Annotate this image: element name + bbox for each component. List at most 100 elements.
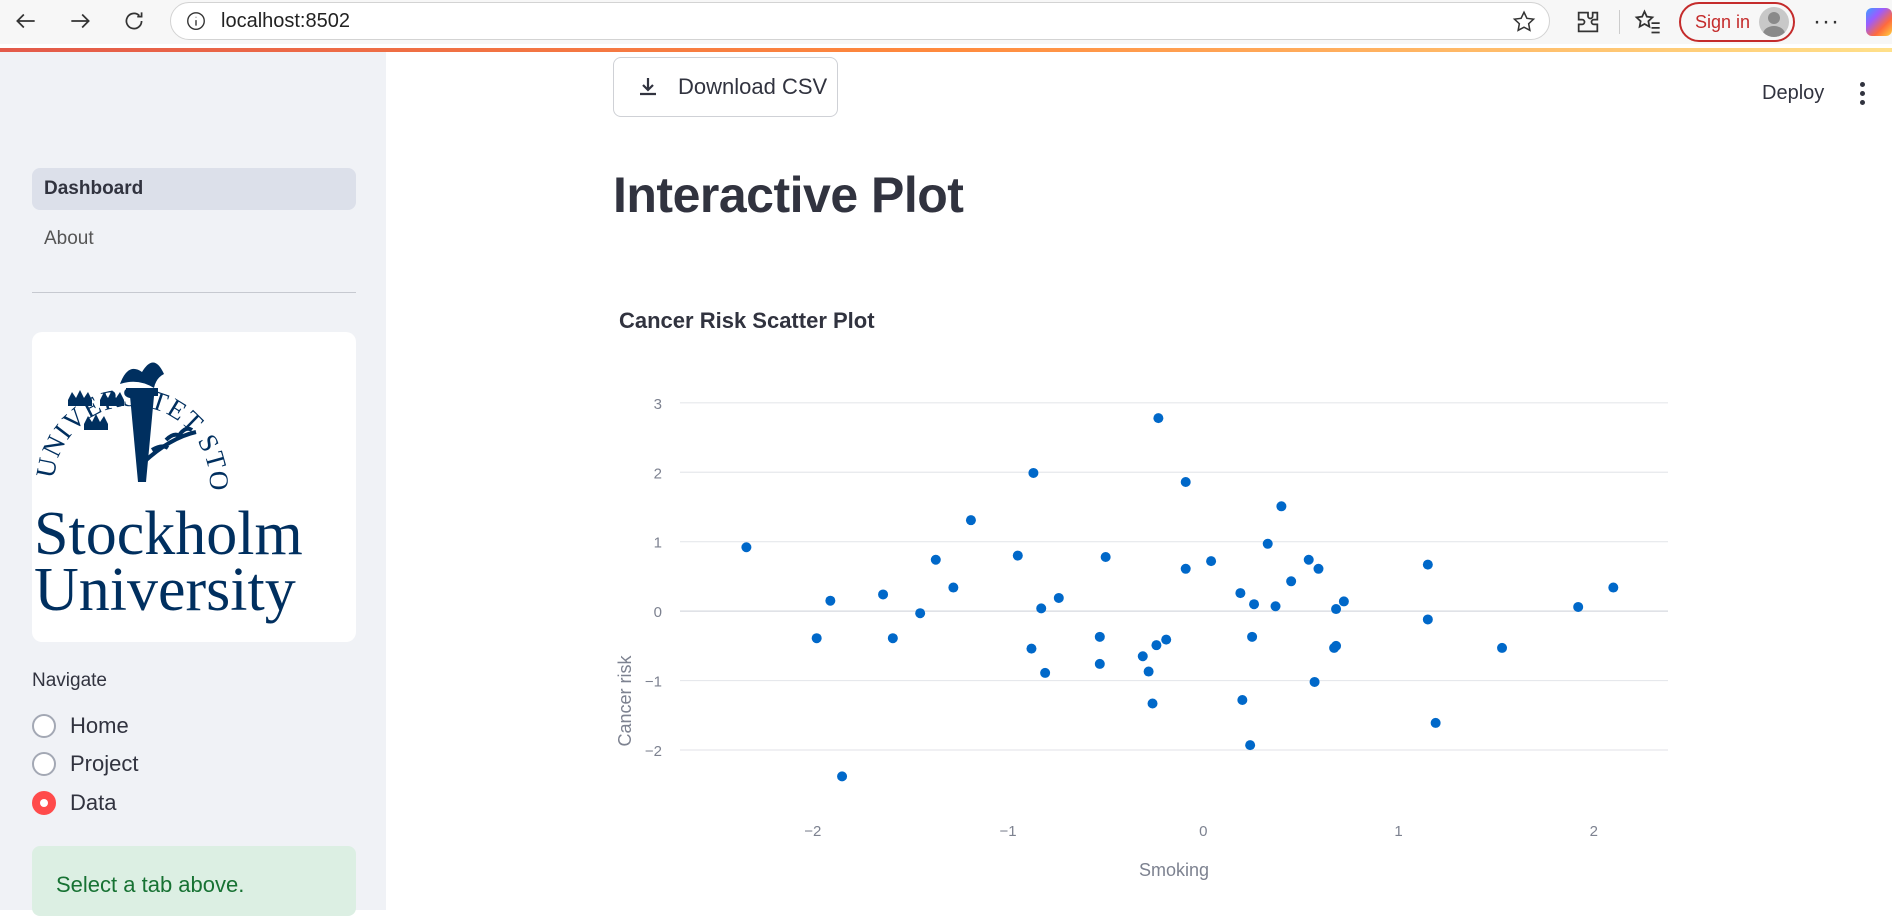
page-title: Interactive Plot xyxy=(613,167,964,223)
back-button[interactable] xyxy=(8,3,44,39)
scatter-point[interactable] xyxy=(1573,601,1584,612)
y-tick-label: 1 xyxy=(654,535,662,552)
scatter-point[interactable] xyxy=(887,633,898,644)
scatter-point[interactable] xyxy=(1497,642,1508,653)
sidebar-item-label: Dashboard xyxy=(44,178,144,199)
reload-icon xyxy=(125,12,143,30)
scatter-point[interactable] xyxy=(1331,640,1342,651)
reload-button[interactable] xyxy=(116,3,152,39)
logo-line-1: Stockholm xyxy=(34,500,303,568)
scatter-point[interactable] xyxy=(1147,698,1158,709)
info-message: Select a tab above. xyxy=(32,846,356,916)
radio-data[interactable]: Data xyxy=(32,790,116,816)
y-tick-label: −2 xyxy=(645,743,662,760)
radio-label: Data xyxy=(70,790,117,815)
forward-button[interactable] xyxy=(62,3,98,39)
radio-project[interactable]: Project xyxy=(32,751,138,777)
info-message-text: Select a tab above. xyxy=(56,872,245,897)
y-tick-label: 3 xyxy=(654,396,662,413)
scatter-point[interactable] xyxy=(1313,563,1324,574)
scatter-point[interactable] xyxy=(1422,614,1433,625)
y-tick-label: 0 xyxy=(654,604,662,621)
scatter-point[interactable] xyxy=(1237,695,1248,706)
scatter-point[interactable] xyxy=(1100,551,1111,562)
radio-label: Project xyxy=(70,751,139,776)
scatter-point[interactable] xyxy=(1094,658,1105,669)
scatter-point[interactable] xyxy=(1036,603,1047,614)
scatter-point[interactable] xyxy=(1276,501,1287,512)
scatter-point[interactable] xyxy=(1422,559,1433,570)
scatter-point[interactable] xyxy=(1235,588,1246,599)
toolbar-divider xyxy=(1619,10,1620,34)
browser-toolbar: localhost:8502 Sign in ··· xyxy=(0,0,1892,44)
scatter-point[interactable] xyxy=(811,633,822,644)
main-menu-icon[interactable] xyxy=(1852,82,1872,108)
scatter-point[interactable] xyxy=(1247,631,1258,642)
scatter-point[interactable] xyxy=(1331,604,1342,615)
scatter-point[interactable] xyxy=(837,771,848,782)
scatter-point[interactable] xyxy=(1153,413,1164,424)
sidebar-item-dashboard[interactable]: Dashboard xyxy=(32,168,356,210)
scatter-point[interactable] xyxy=(1249,599,1260,610)
download-csv-button[interactable]: Download CSV xyxy=(613,57,838,117)
scatter-point[interactable] xyxy=(741,542,752,553)
scatter-point[interactable] xyxy=(1245,740,1256,751)
scatter-point[interactable] xyxy=(1143,666,1154,677)
scatter-point[interactable] xyxy=(1262,538,1273,549)
radio-home[interactable]: Home xyxy=(32,713,129,739)
scatter-point[interactable] xyxy=(1430,717,1441,728)
favorites-icon[interactable] xyxy=(1634,8,1662,36)
radio-button-icon[interactable] xyxy=(32,752,56,776)
scatter-point[interactable] xyxy=(965,515,976,526)
copilot-icon[interactable] xyxy=(1866,8,1892,36)
scatter-plot[interactable]: −2 −1 0 1 2 3 −2 −1 0 1 2 Smoking Cancer risk xyxy=(610,380,1690,890)
navigate-label: Navigate xyxy=(32,670,107,691)
sidebar: Dashboard About UNIVERSITET STOCKHOLMS xyxy=(0,52,386,916)
arrow-left-icon xyxy=(16,13,35,29)
scatter-point[interactable] xyxy=(1303,554,1314,565)
scatter-point[interactable] xyxy=(1286,576,1297,587)
scatter-point[interactable] xyxy=(1206,556,1217,567)
scatter-point[interactable] xyxy=(1053,592,1064,603)
sidebar-item-about[interactable]: About xyxy=(32,218,356,260)
deploy-button[interactable]: Deploy xyxy=(1762,82,1825,104)
scatter-point[interactable] xyxy=(1180,563,1191,574)
chart-title: Cancer Risk Scatter Plot xyxy=(619,308,875,333)
scatter-point[interactable] xyxy=(1338,596,1349,607)
logo-line-2: University xyxy=(34,556,296,624)
scatter-point[interactable] xyxy=(878,589,889,600)
scatter-point[interactable] xyxy=(1028,467,1039,478)
x-axis-label: Smoking xyxy=(1139,860,1209,880)
radio-button-checked-icon[interactable] xyxy=(32,791,56,815)
scatter-point[interactable] xyxy=(825,595,836,606)
radio-label: Home xyxy=(70,713,129,738)
sign-in-label: Sign in xyxy=(1695,11,1751,32)
x-tick-label: −1 xyxy=(999,823,1016,840)
favorite-star-icon[interactable] xyxy=(1511,9,1537,35)
info-icon[interactable] xyxy=(185,10,207,32)
scatter-point[interactable] xyxy=(1094,631,1105,642)
scatter-point[interactable] xyxy=(930,554,941,565)
sign-in-button[interactable]: Sign in xyxy=(1679,2,1795,42)
scatter-point[interactable] xyxy=(1161,634,1172,645)
scatter-point[interactable] xyxy=(1608,582,1619,593)
scatter-point[interactable] xyxy=(1180,476,1191,487)
url-text[interactable]: localhost:8502 xyxy=(221,9,350,32)
scatter-point[interactable] xyxy=(1012,550,1023,561)
laurel-branch-icon xyxy=(142,426,197,464)
radio-button-icon[interactable] xyxy=(32,714,56,738)
scatter-point[interactable] xyxy=(1137,651,1148,662)
extensions-icon[interactable] xyxy=(1574,8,1602,36)
x-tick-label: 2 xyxy=(1590,823,1598,840)
scatter-point[interactable] xyxy=(1270,601,1281,612)
more-options-icon[interactable]: ··· xyxy=(1813,8,1840,35)
three-crowns-icon xyxy=(68,390,124,430)
address-bar[interactable]: localhost:8502 xyxy=(170,2,1550,40)
scatter-point[interactable] xyxy=(1151,640,1162,651)
scatter-point[interactable] xyxy=(948,582,959,593)
scatter-point[interactable] xyxy=(915,608,926,619)
scatter-point[interactable] xyxy=(1040,667,1051,678)
scatter-point[interactable] xyxy=(1026,643,1037,654)
page-load-indicator xyxy=(0,48,1892,52)
scatter-point[interactable] xyxy=(1309,676,1320,687)
